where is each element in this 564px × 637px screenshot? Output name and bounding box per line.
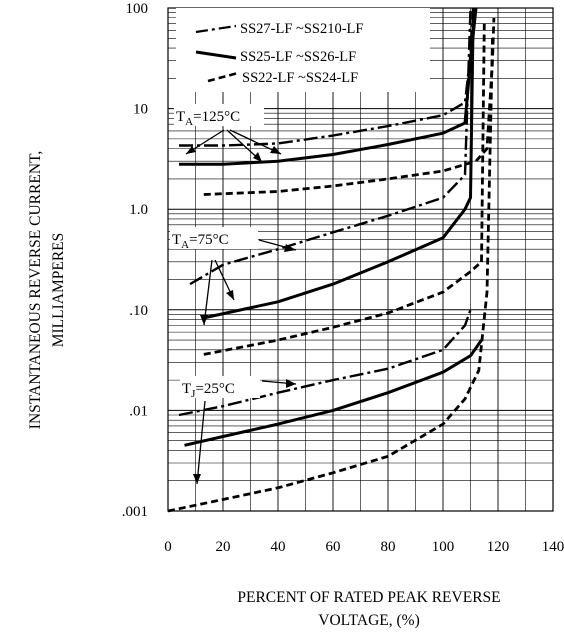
legend-label-1: SS25-LF ~SS26-LF bbox=[240, 49, 356, 65]
x-tick-label: 120 bbox=[487, 539, 510, 555]
legend-item-2: SS22-LF ~SS24-LF bbox=[207, 70, 358, 86]
x-tick-label: 80 bbox=[381, 539, 396, 555]
y-tick-label: .001 bbox=[122, 504, 148, 520]
x-tick-label: 100 bbox=[432, 539, 455, 555]
legend-item-0: SS27-LF ~SS210-LF bbox=[195, 21, 363, 37]
curve-dashdot-group-1 bbox=[189, 7, 472, 286]
curve-dashdot-group-0 bbox=[179, 7, 475, 147]
curve-dashdot-group-2 bbox=[178, 309, 472, 417]
curve-solid-group-2 bbox=[184, 339, 483, 447]
legend-line-dashdot bbox=[195, 24, 237, 34]
annotation-ta125-arrowheads bbox=[186, 146, 281, 162]
annotation-ta75-arrowheads bbox=[200, 244, 296, 325]
y-tick-label: 1.0 bbox=[129, 202, 148, 218]
x-tick-label: 0 bbox=[164, 539, 172, 555]
legend-label-0: SS27-LF ~SS210-LF bbox=[240, 21, 363, 37]
curve-dashed-group-2 bbox=[167, 38, 494, 513]
annotation-ta75-label: TA=75°C bbox=[172, 232, 229, 251]
y-tick-label: .01 bbox=[129, 403, 148, 419]
curves bbox=[167, 7, 496, 513]
annotation-ta75: TA=75°C bbox=[170, 227, 297, 326]
x-tick-label: 60 bbox=[326, 539, 341, 555]
legend-item-1: SS25-LF ~SS26-LF bbox=[195, 49, 356, 65]
annotation-ta125-label: TA=125°C bbox=[176, 109, 240, 128]
y-tick-label: 100 bbox=[126, 1, 149, 17]
annotation-ta75-bg bbox=[170, 227, 258, 249]
tick-labels: 0 20 40 60 80 100 120 140 .001 .01 .10 1.0 10 100 bbox=[122, 1, 564, 555]
y-tick-label: .10 bbox=[129, 303, 148, 319]
curve-solid-group-1 bbox=[203, 7, 475, 320]
y-tick-label: 10 bbox=[133, 102, 148, 118]
x-tick-label: 140 bbox=[542, 539, 564, 555]
legend-label-2: SS22-LF ~SS24-LF bbox=[242, 70, 358, 86]
legend-line-solid bbox=[195, 50, 237, 60]
curve-dashed-group-0 bbox=[203, 17, 496, 196]
annotation-tj25-bg bbox=[180, 376, 260, 398]
x-axis-title-line1: PERCENT OF RATED PEAK REVERSE bbox=[237, 589, 500, 606]
annotation-ta125: TA=125°C bbox=[174, 104, 282, 163]
legend: SS27-LF ~SS210-LF SS25-LF ~SS26-LF SS22-… bbox=[176, 8, 430, 92]
annotation-ta75-arrows bbox=[203, 239, 297, 326]
annotation-tj25-label: TJ=25°C bbox=[182, 381, 235, 400]
x-tick-label: 20 bbox=[216, 539, 231, 555]
legend-box bbox=[176, 8, 430, 92]
y-axis-title-line2: MILLIAMPERES bbox=[50, 233, 67, 348]
y-axis-title-line1: INSTANTANEOUS REVERSE CURRENT, bbox=[27, 151, 44, 429]
annotation-tj25: TJ=25°C bbox=[180, 376, 297, 485]
legend-line-dashed bbox=[207, 71, 239, 83]
x-tick-label: 40 bbox=[271, 539, 286, 555]
x-axis-title-line2: VOLTAGE, (%) bbox=[318, 612, 420, 629]
annotation-ta125-bg bbox=[174, 104, 264, 126]
y-axis-title: INSTANTANEOUS REVERSE CURRENT, MILLIAMPE… bbox=[27, 151, 67, 429]
annotation-tj25-arrowheads bbox=[193, 379, 296, 484]
